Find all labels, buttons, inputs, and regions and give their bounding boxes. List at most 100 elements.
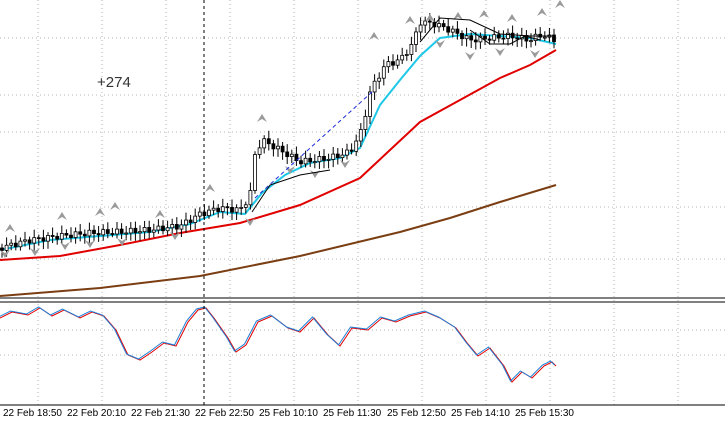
candle-body: [280, 145, 285, 153]
candle-body: [483, 35, 487, 40]
candle-body: [225, 206, 230, 209]
channel-line: [419, 17, 552, 43]
candle-body: [27, 239, 32, 244]
candle-body: [478, 35, 483, 43]
candle-body: [73, 231, 78, 238]
candle-body: [266, 138, 271, 145]
fractal-up-arrow-icon: [155, 210, 165, 218]
candle-body: [13, 242, 18, 248]
candle-body: [50, 235, 55, 237]
oscillator-signal-line: [0, 307, 557, 383]
candle-body: [248, 190, 253, 206]
candle-body: [64, 233, 69, 236]
candle-body: [243, 204, 248, 208]
candle-body: [391, 61, 395, 66]
candle-body: [4, 244, 9, 251]
candle-body: [363, 115, 368, 130]
fractal-up-arrow-icon: [110, 202, 120, 210]
candle-body: [197, 211, 202, 217]
fractal-down-arrow-icon: [340, 160, 350, 168]
mid-moving-average-line: [0, 49, 557, 261]
candle-body: [101, 229, 106, 236]
fractal-up-arrow-icon: [537, 8, 547, 16]
candle-body: [473, 39, 478, 43]
candle-body: [142, 227, 147, 233]
candle-body: [299, 160, 303, 165]
candle-body: [110, 233, 115, 235]
fractal-up-arrow-icon: [425, 14, 435, 22]
candle-body: [271, 143, 276, 150]
candle-body: [427, 20, 432, 23]
candle-body: [542, 36, 547, 39]
candle-body: [423, 20, 428, 26]
fractal-down-arrow-icon: [30, 248, 40, 256]
candle-body: [335, 153, 340, 159]
candle-body: [184, 219, 188, 226]
candle-body: [354, 140, 359, 152]
candle-body: [59, 233, 64, 240]
candle-body: [345, 149, 349, 156]
time-tick-label: 25 Feb 14:10: [451, 408, 510, 419]
trendline-overlays: [251, 17, 552, 213]
time-tick-label: 25 Feb 11:30: [323, 408, 382, 419]
candle-body: [450, 28, 455, 33]
candle-body: [414, 31, 418, 45]
candle-body: [133, 227, 138, 234]
fractal-down-arrow-icon: [530, 50, 540, 58]
candle-body: [147, 227, 152, 233]
candle-body: [312, 161, 317, 164]
candle-body: [515, 37, 520, 40]
candle-body: [119, 228, 124, 234]
candle-body: [124, 232, 129, 235]
candle-body: [207, 209, 211, 217]
candle-body: [285, 151, 290, 158]
fractal-down-arrow-icon: [85, 240, 95, 248]
fractal-up-arrow-icon: [405, 16, 415, 24]
candle-body: [165, 227, 170, 232]
candle-body: [18, 240, 23, 248]
candle-body: [349, 149, 354, 152]
fractal-up-arrow-icon: [257, 114, 267, 122]
candle-body: [156, 225, 161, 231]
chart-grid: [0, 0, 725, 405]
fractal-up-arrow-icon: [205, 184, 215, 192]
candle-body: [193, 215, 198, 223]
time-tick-label: 25 Feb 12:50: [387, 408, 446, 419]
time-axis: 22 Feb 18:50 22 Feb 20:10 22 Feb 21:30 2…: [0, 405, 725, 427]
candle-body: [308, 157, 313, 163]
candle-body: [404, 54, 409, 56]
candle-body: [55, 235, 60, 240]
candle-body: [552, 34, 556, 43]
candle-body: [294, 153, 299, 162]
candle-body: [105, 229, 110, 234]
fractal-up-arrow-icon: [507, 14, 517, 22]
candle-body: [239, 207, 244, 209]
candle-body: [32, 237, 37, 244]
fractal-down-arrow-icon: [60, 242, 70, 250]
candle-body: [317, 156, 322, 163]
candle-body: [257, 147, 262, 155]
candle-body: [501, 37, 506, 40]
candle-body: [253, 154, 257, 191]
fractal-up-arrow-icon: [479, 10, 489, 18]
candle-body: [174, 224, 179, 230]
candle-body: [128, 227, 133, 234]
candle-body: [446, 26, 451, 33]
candle-body: [0, 247, 4, 251]
slow-moving-average-line: [0, 184, 557, 297]
candle-body: [96, 233, 101, 236]
fractal-up-arrow-icon: [453, 12, 463, 20]
candle-body: [276, 145, 280, 150]
candle-body: [188, 219, 193, 223]
candle-body: [230, 207, 234, 213]
candle-body: [395, 59, 400, 66]
candle-body: [372, 80, 377, 93]
fractal-up-arrow-icon: [555, 0, 565, 8]
fractal-down-arrow-icon: [0, 250, 10, 258]
time-tick-label: 25 Feb 10:10: [259, 408, 318, 419]
candle-body: [179, 224, 184, 230]
fractal-up-arrow-icon: [369, 32, 379, 40]
candle-body: [400, 54, 405, 61]
candle-body: [92, 229, 96, 234]
